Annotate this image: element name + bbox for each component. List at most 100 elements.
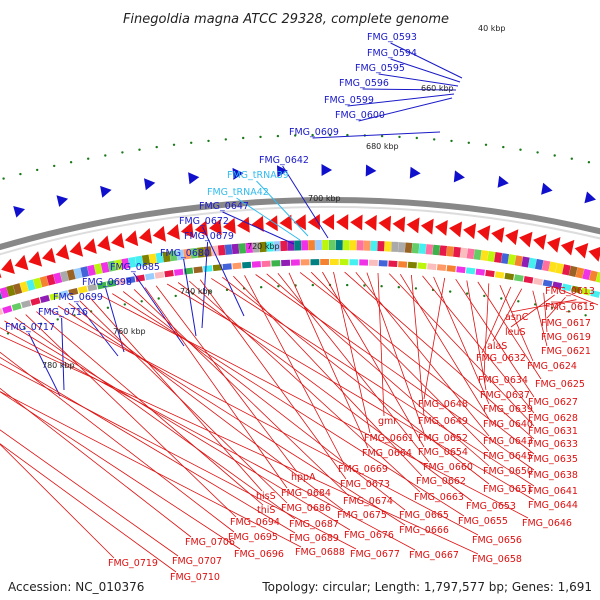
cog-band-inner-segment xyxy=(135,274,146,282)
cog-band-segment xyxy=(562,264,571,276)
cog-band-inner-segment xyxy=(222,263,232,271)
forward-gene-arrow xyxy=(100,185,112,198)
inner-gene-label: FMG_0613 xyxy=(545,286,595,297)
backbone-inner-edge xyxy=(0,205,600,256)
inner-label-leader xyxy=(377,272,385,417)
inner-label-leader xyxy=(222,276,490,485)
scale-tick-label: 740 kbp xyxy=(180,287,213,296)
cog-band-inner-segment xyxy=(261,260,271,268)
scale-dot xyxy=(224,138,227,141)
cog-band-segment xyxy=(141,254,151,266)
inner-gene-label: FMG_0675 xyxy=(337,510,387,521)
forward-gene-arrow xyxy=(453,170,465,183)
cog-band-segment xyxy=(541,260,551,272)
cog-band-inner-segment xyxy=(514,274,524,282)
outer-label-leader xyxy=(61,317,65,391)
outer-gene-label: FMG_0599 xyxy=(324,95,374,106)
cog-band-segment xyxy=(548,261,558,273)
inner-label-leader xyxy=(399,273,490,420)
cog-band-segment xyxy=(155,252,164,264)
reverse-gene-arrow xyxy=(251,215,264,232)
inner-gene-label: FMG_0633 xyxy=(528,439,578,450)
inner-label-leader xyxy=(188,280,421,493)
cog-band-segment xyxy=(514,255,523,267)
scale-dot xyxy=(584,314,587,317)
reverse-gene-arrow xyxy=(491,227,505,243)
inner-label-leader xyxy=(68,302,344,511)
outer-label-leader xyxy=(378,73,459,87)
scale-dot xyxy=(87,157,90,160)
cog-band-segment xyxy=(162,251,171,263)
inner-label-leader xyxy=(322,271,425,448)
cog-band-segment xyxy=(148,253,157,265)
scale-dot xyxy=(39,322,43,325)
outer-gene-label: FMG_0680 xyxy=(160,248,210,259)
cog-band-segment xyxy=(19,281,29,293)
inner-gene-label: FMG_0619 xyxy=(541,332,591,343)
scale-dot xyxy=(380,285,383,288)
cog-band-segment xyxy=(245,242,253,254)
inner-label-leader xyxy=(244,275,345,465)
arrow-layer xyxy=(0,164,600,278)
inner-gene-label: FMG_0662 xyxy=(416,476,466,487)
cog-band-inner-segment xyxy=(116,277,126,286)
scale-dot xyxy=(550,306,554,309)
scale-tick-label: 40 kbp xyxy=(478,24,506,33)
outer-gene-label: FMG_0596 xyxy=(339,78,389,89)
inner-gene-label: FMG_0615 xyxy=(545,302,595,313)
inner-gene-label: hisS xyxy=(256,491,276,502)
scale-dot xyxy=(484,143,488,146)
cog-band-inner-segment xyxy=(533,277,543,286)
inner-label-leader xyxy=(344,271,535,440)
scale-dot xyxy=(363,284,366,287)
inner-label-leader xyxy=(477,281,542,380)
inner-gene-label: FMG_0707 xyxy=(172,556,222,567)
cog-band-segment xyxy=(176,249,185,261)
reverse-gene-arrow xyxy=(505,229,519,246)
reverse-gene-arrow xyxy=(574,243,589,259)
cog-band-segment xyxy=(555,262,564,275)
scale-dot xyxy=(483,294,486,298)
cog-band-inner-segment xyxy=(0,308,4,315)
inner-label-leader xyxy=(101,295,529,519)
cog-band-inner-segment xyxy=(465,267,476,275)
scale-tick-label: 660 kbp xyxy=(421,84,454,93)
forward-gene-arrow xyxy=(188,172,200,185)
outer-label-leader xyxy=(28,332,61,397)
reverse-gene-arrow xyxy=(124,230,139,247)
outer-gene-label: FMG_0647 xyxy=(199,201,249,212)
reverse-gene-arrow xyxy=(180,222,194,239)
inner-label-leader xyxy=(532,290,548,347)
outer-gene-label: FMG_0594 xyxy=(367,48,417,59)
inner-label-leader xyxy=(543,292,548,333)
inner-gene-label: FMG_0664 xyxy=(362,448,412,459)
cog-band-inner-segment xyxy=(251,261,261,268)
scale-dot xyxy=(415,136,418,140)
cog-band-segment xyxy=(588,270,598,282)
reverse-gene-arrow xyxy=(279,214,292,231)
inner-label-leader xyxy=(14,317,296,520)
inner-gene-label: FMG_0687 xyxy=(289,519,339,530)
inner-label-leader xyxy=(255,274,535,471)
outer-gene-label: FMG_tRNA39 xyxy=(227,170,289,181)
label-line-layer xyxy=(0,42,599,573)
cog-band-segment xyxy=(12,283,23,295)
outer-gene-label: FMG_0717 xyxy=(5,322,55,333)
scale-dot xyxy=(346,283,349,287)
inner-gene-label: FMG_0658 xyxy=(472,554,522,565)
inner-label-leader xyxy=(266,273,490,467)
cog-band-inner-segment xyxy=(388,260,398,267)
inner-gene-label: FMG_0638 xyxy=(528,470,578,481)
cog-band-inner-segment xyxy=(436,264,447,271)
scale-dot xyxy=(260,286,263,289)
cog-band-segment xyxy=(404,242,413,253)
inner-label-leader xyxy=(483,283,490,376)
cog-band-segment xyxy=(217,244,226,256)
reverse-gene-arrow xyxy=(293,214,306,231)
inner-label-leader xyxy=(355,272,490,437)
scale-dot xyxy=(6,332,10,335)
inner-gene-label: FMG_0634 xyxy=(478,375,528,386)
forward-gene-arrow xyxy=(13,206,25,218)
forward-gene-arrow xyxy=(144,178,156,191)
reverse-gene-arrow xyxy=(209,219,222,236)
